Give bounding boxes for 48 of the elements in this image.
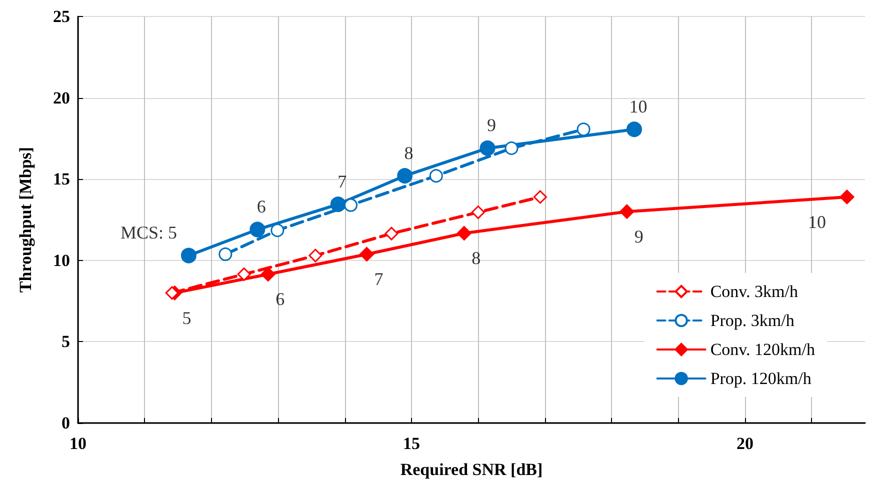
legend-label: Conv. 120km/h: [710, 340, 816, 359]
point: [344, 198, 358, 212]
y-axis-title: Throughput [Mbps]: [16, 146, 35, 293]
point: [840, 190, 854, 204]
point: [308, 248, 322, 262]
y-tick-label: 5: [62, 332, 70, 352]
annotation: 7: [374, 269, 384, 290]
y-tick-label: 25: [53, 7, 70, 26]
point: [260, 266, 276, 282]
y-tick-label: 10: [53, 250, 70, 270]
x-tick-label: 15: [402, 434, 420, 453]
point: [576, 122, 590, 136]
point: [180, 248, 196, 264]
annotation: 9: [487, 115, 496, 136]
point: [504, 141, 518, 155]
x-axis-title: Required SNR [dB]: [400, 460, 543, 479]
annotation: 10: [629, 96, 648, 116]
annotation: 8: [404, 142, 414, 163]
point: [270, 224, 284, 238]
y-tick-label: 20: [53, 88, 70, 108]
annotation: MCS: 5: [120, 222, 177, 243]
point: [620, 204, 634, 219]
point: [237, 267, 251, 281]
annotation: 9: [634, 226, 644, 247]
point: [218, 247, 232, 261]
x-tick-label: 20: [736, 434, 754, 453]
point: [384, 226, 398, 240]
annotation: 6: [256, 196, 266, 217]
annotation: 6: [276, 289, 285, 310]
point: [471, 206, 485, 220]
point: [165, 286, 179, 300]
annotation: 8: [472, 248, 481, 268]
point: [533, 190, 547, 204]
legend-label: Conv. 3km/h: [710, 282, 798, 301]
point: [456, 226, 472, 240]
annotation: 7: [338, 171, 347, 192]
point: [360, 246, 374, 262]
annotation: 10: [808, 212, 826, 232]
point: [626, 122, 642, 138]
annotation: 5: [182, 308, 192, 328]
point: [250, 222, 266, 238]
y-tick-label: 0: [62, 414, 70, 432]
point: [397, 168, 413, 184]
legend-label: Prop. 120km/h: [710, 369, 812, 388]
legend-label: Prop. 3km/h: [710, 311, 795, 330]
point: [429, 169, 443, 183]
y-tick-label: 15: [53, 170, 70, 189]
point: [480, 140, 496, 156]
